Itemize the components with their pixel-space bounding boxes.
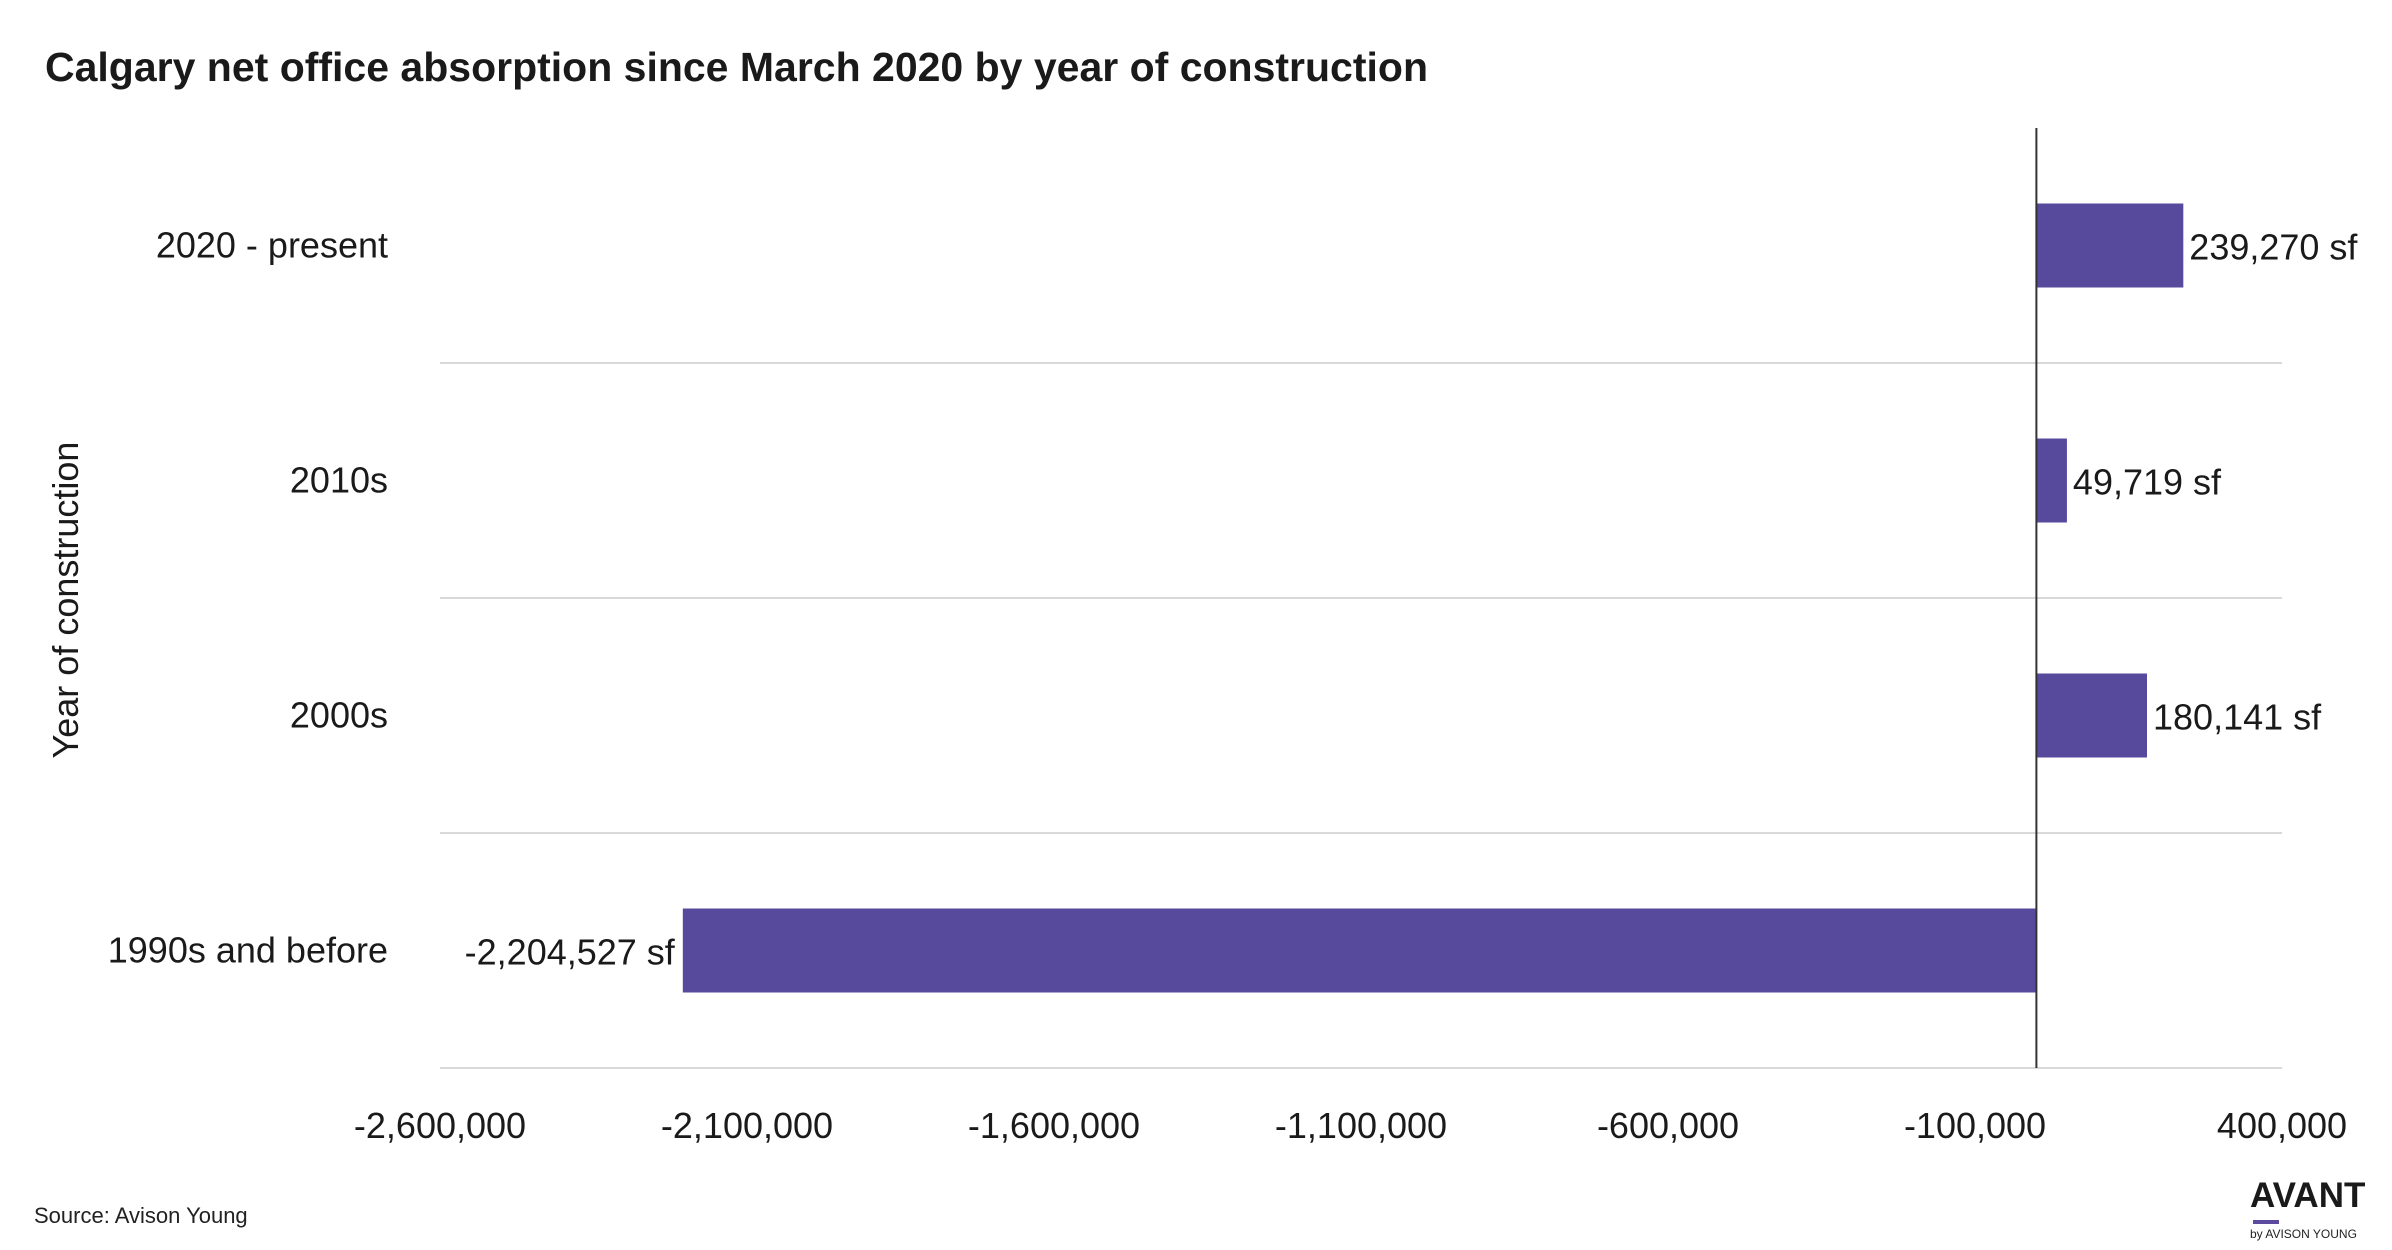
- category-label: 2000s: [290, 695, 388, 736]
- bar: [2036, 203, 2184, 288]
- x-tick-label: -600,000: [1597, 1105, 1739, 1146]
- data-label: 49,719 sf: [2073, 462, 2222, 503]
- x-tick-label: -2,100,000: [661, 1105, 833, 1146]
- bar: [682, 908, 2037, 993]
- category-labels: 2020 - present 2010s 2000s 1990s and before: [108, 225, 388, 971]
- x-tick-label: -100,000: [1904, 1105, 2046, 1146]
- x-tick-labels: -2,600,000 -2,100,000 -1,600,000 -1,100,000…: [354, 1105, 2347, 1146]
- data-label: 239,270 sf: [2189, 227, 2358, 268]
- data-labels: 239,270 sf 49,719 sf 180,141 sf -2,204,527 …: [465, 227, 2359, 973]
- brand-logo: AVANT by AVISON YOUNG: [2250, 1176, 2380, 1241]
- data-label: 180,141 sf: [2153, 697, 2322, 738]
- brand-accent-bar: [2253, 1220, 2279, 1224]
- source-note: Source: Avison Young: [34, 1203, 248, 1228]
- bar: [2036, 673, 2148, 758]
- x-tick-label: -2,600,000: [354, 1105, 526, 1146]
- bar: [2036, 438, 2067, 523]
- x-tick-label: -1,100,000: [1275, 1105, 1447, 1146]
- gridlines: [440, 362, 2282, 1069]
- bars: [682, 203, 2184, 993]
- x-tick-label: 400,000: [2217, 1105, 2347, 1146]
- chart-title: Calgary net office absorption since Marc…: [45, 44, 1428, 90]
- x-tick-label: -1,600,000: [968, 1105, 1140, 1146]
- category-label: 1990s and before: [108, 930, 388, 971]
- brand-subtitle: by AVISON YOUNG: [2250, 1227, 2357, 1241]
- brand-name: AVANT: [2250, 1176, 2366, 1215]
- data-label: -2,204,527 sf: [465, 932, 676, 973]
- y-axis-label: Year of construction: [45, 442, 86, 759]
- category-label: 2020 - present: [156, 225, 388, 266]
- category-label: 2010s: [290, 460, 388, 501]
